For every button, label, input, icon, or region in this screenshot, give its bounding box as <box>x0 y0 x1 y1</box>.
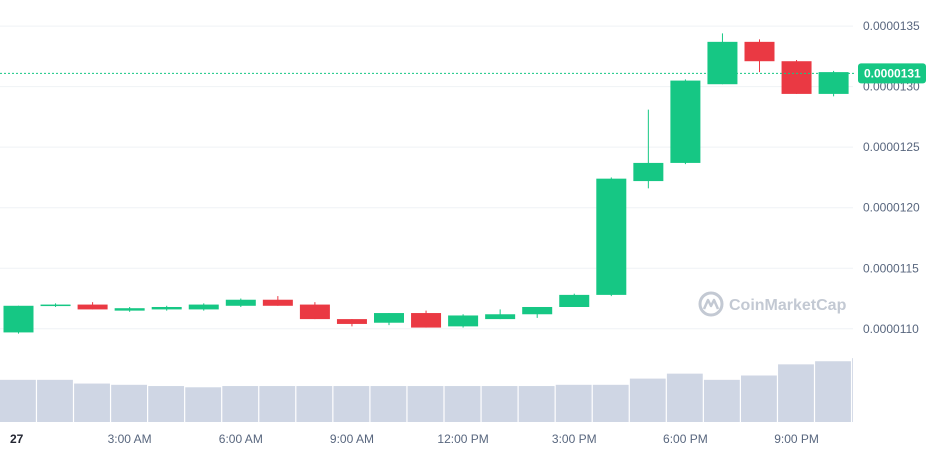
candle <box>633 109 664 189</box>
candle-layer <box>3 33 849 334</box>
x-tick-label: 9:00 AM <box>330 432 374 446</box>
candle <box>77 302 108 310</box>
x-tick-label: 3:00 AM <box>108 432 152 446</box>
volume-bar <box>296 386 333 422</box>
volume-bar <box>852 358 853 422</box>
candle-body <box>188 304 219 310</box>
current-price-badge: 0.0000131 <box>858 63 926 84</box>
volume-bar <box>259 386 296 422</box>
candle <box>781 60 812 94</box>
current-price-badge-bg <box>858 63 926 84</box>
candle-body <box>40 304 71 307</box>
watermark: CoinMarketCap <box>698 291 847 317</box>
candle <box>670 79 701 165</box>
candle <box>299 302 330 320</box>
candle <box>448 314 479 328</box>
candle <box>40 303 71 307</box>
candle <box>596 177 627 297</box>
candle <box>114 306 145 312</box>
candle <box>188 303 219 311</box>
y-tick-label: 0.0000115 <box>863 261 919 275</box>
grid-layer <box>0 25 853 330</box>
y-tick-label: 0.0000135 <box>863 19 920 33</box>
candle <box>3 305 34 334</box>
candle-body <box>522 306 553 315</box>
candle-body <box>225 299 256 306</box>
volume-bar <box>74 383 110 422</box>
candle-body <box>633 162 664 182</box>
x-tick-label: 6:00 AM <box>219 432 263 446</box>
volume-bar <box>481 386 518 422</box>
volume-bar <box>0 379 36 422</box>
candle <box>225 298 256 307</box>
volume-bar <box>629 378 666 422</box>
candle-body <box>485 314 516 320</box>
volume-bar <box>703 379 740 422</box>
volume-bar <box>370 386 407 422</box>
volume-bar <box>778 364 814 422</box>
candle-body <box>670 80 701 163</box>
x-tick-label: 6:00 PM <box>663 432 708 446</box>
current-price-badge-text: 0.0000131 <box>864 66 921 80</box>
x-tick-label: 27 <box>10 432 24 446</box>
candle <box>522 306 553 318</box>
candle <box>262 296 293 306</box>
candle-body <box>374 313 404 323</box>
candle-body <box>77 304 108 310</box>
y-tick-label: 0.0000120 <box>863 201 920 215</box>
volume-bar <box>815 361 851 422</box>
candle <box>336 319 367 327</box>
candle <box>374 313 404 326</box>
coinmarketcap-logo-icon <box>698 291 724 317</box>
candle-body <box>596 178 627 295</box>
x-axis: 27 3:00 AM 6:00 AM 9:00 AM 12:00 PM 3:00 PM 6:… <box>10 432 819 446</box>
y-axis: 0.0000110 0.0000115 0.0000120 0.0000125 0.00… <box>863 19 920 336</box>
volume-bar <box>555 384 592 422</box>
candle-body <box>411 313 442 328</box>
watermark-text: CoinMarketCap <box>729 297 847 314</box>
volume-bar <box>592 384 629 422</box>
y-tick-label: 0.0000110 <box>863 322 919 336</box>
volume-bar <box>741 375 777 422</box>
candle-body <box>448 315 479 327</box>
x-tick-label: 12:00 PM <box>437 432 488 446</box>
volume-bar <box>185 387 222 422</box>
candle-body <box>114 308 145 311</box>
candle-body <box>299 304 330 320</box>
candle-body <box>559 294 590 307</box>
volume-bar <box>37 379 73 422</box>
volume-bar <box>333 386 370 422</box>
candle-body <box>151 306 182 310</box>
x-tick-label: 3:00 PM <box>552 432 597 446</box>
candle <box>818 70 849 97</box>
volume-layer <box>0 358 853 422</box>
volume-bar <box>444 386 481 422</box>
candle <box>151 305 182 311</box>
candle <box>411 310 442 328</box>
volume-bar <box>111 384 147 422</box>
candle-body <box>707 41 738 85</box>
candle <box>707 33 738 85</box>
x-tick-label: 9:00 PM <box>774 432 819 446</box>
volume-bar <box>407 386 444 422</box>
candle-body <box>262 299 293 306</box>
candle <box>485 309 516 320</box>
candle <box>559 293 590 307</box>
candle-body <box>818 72 849 94</box>
y-tick-label: 0.0000125 <box>863 140 920 154</box>
candle <box>744 39 775 73</box>
volume-bar <box>666 373 703 422</box>
volume-bar <box>222 386 259 422</box>
volume-bar <box>518 386 555 422</box>
candle-body <box>336 319 367 324</box>
candle-body <box>3 305 34 333</box>
candle-body <box>744 41 775 62</box>
candle-body <box>781 61 812 94</box>
volume-bar <box>148 386 185 422</box>
